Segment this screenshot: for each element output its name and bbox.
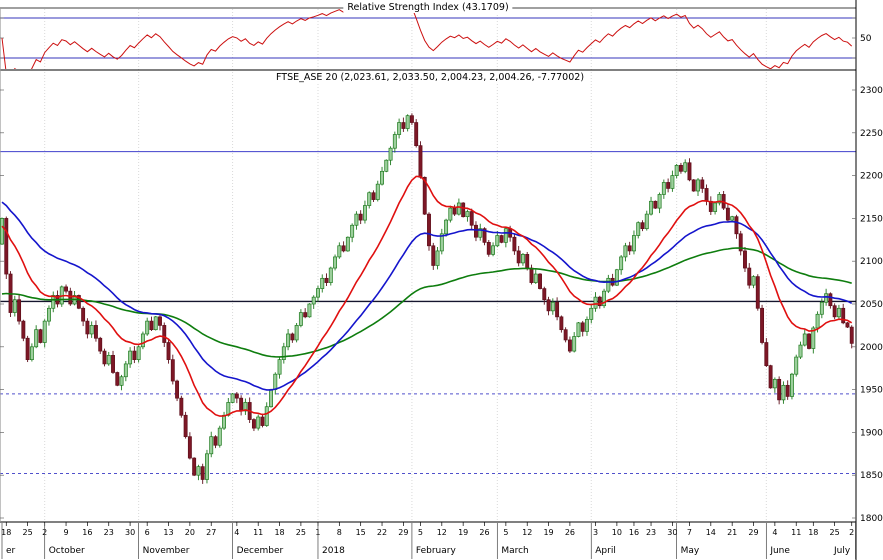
svg-text:22: 22 (377, 528, 387, 537)
svg-text:2000: 2000 (860, 343, 883, 353)
panel-frame (0, 0, 857, 560)
svg-text:30: 30 (125, 528, 135, 537)
svg-text:19: 19 (458, 528, 468, 537)
svg-text:4: 4 (772, 528, 777, 537)
svg-text:2050: 2050 (860, 300, 883, 310)
svg-text:er: er (6, 546, 16, 556)
svg-text:15: 15 (356, 528, 366, 537)
svg-text:2250: 2250 (860, 129, 883, 139)
svg-text:1950: 1950 (860, 386, 883, 396)
ma-slow-green (1, 247, 852, 358)
svg-text:2200: 2200 (860, 172, 883, 182)
svg-text:25: 25 (830, 528, 840, 537)
price-axis-labels: 2300 2250 2200 2150 2100 2050 2000 1950 1900 1850… (0, 86, 883, 524)
svg-text:4: 4 (234, 528, 239, 537)
svg-text:16: 16 (629, 528, 639, 537)
svg-text:50: 50 (860, 34, 872, 44)
svg-text:5: 5 (418, 528, 423, 537)
svg-text:7: 7 (687, 528, 692, 537)
svg-text:April: April (595, 546, 616, 556)
svg-text:2100: 2100 (860, 257, 883, 267)
svg-text:25: 25 (23, 528, 33, 537)
ma-fast-red (1, 175, 853, 417)
svg-text:1800: 1800 (860, 514, 883, 524)
svg-text:14: 14 (706, 528, 716, 537)
date-axis-month-labels: er October November December 2018 February Mar… (1, 523, 856, 559)
candles-layer (0, 113, 854, 484)
svg-text:May: May (681, 546, 700, 556)
svg-text:29: 29 (748, 528, 758, 537)
svg-text:27: 27 (206, 528, 216, 537)
svg-text:30: 30 (667, 528, 677, 537)
svg-text:11: 11 (253, 528, 263, 537)
month-gridlines (44, 9, 767, 521)
svg-text:26: 26 (479, 528, 489, 537)
svg-text:2018: 2018 (322, 546, 345, 556)
svg-text:18: 18 (808, 528, 818, 537)
svg-text:March: March (501, 546, 528, 556)
svg-text:June: June (769, 546, 790, 556)
svg-text:21: 21 (727, 528, 737, 537)
svg-text:8: 8 (337, 528, 342, 537)
svg-text:23: 23 (646, 528, 656, 537)
rsi-axis-labels: 50 (0, 17, 872, 59)
svg-text:13: 13 (163, 528, 173, 537)
svg-text:10: 10 (612, 528, 622, 537)
rsi-line (1, 9, 853, 69)
svg-text:1900: 1900 (860, 428, 883, 438)
rsi-indicator-title: Relative Strength Index (43.1709) (343, 2, 513, 13)
svg-text:20: 20 (185, 528, 195, 537)
svg-text:3: 3 (593, 528, 598, 537)
svg-text:18: 18 (1, 528, 11, 537)
date-axis-week-labels: 1825291623306132027411182518152229512192… (1, 522, 854, 537)
svg-text:18: 18 (274, 528, 284, 537)
svg-text:1850: 1850 (860, 471, 883, 481)
svg-text:12: 12 (522, 528, 532, 537)
svg-text:29: 29 (398, 528, 408, 537)
svg-text:6: 6 (145, 528, 150, 537)
svg-text:9: 9 (64, 528, 69, 537)
svg-text:July: July (833, 546, 851, 556)
svg-text:2150: 2150 (860, 214, 883, 224)
svg-text:11: 11 (791, 528, 801, 537)
svg-text:19: 19 (543, 528, 553, 537)
svg-text:25: 25 (296, 528, 306, 537)
svg-text:12: 12 (437, 528, 447, 537)
svg-text:October: October (49, 546, 85, 556)
svg-text:16: 16 (82, 528, 92, 537)
svg-text:2: 2 (849, 528, 854, 537)
svg-text:26: 26 (565, 528, 575, 537)
ma-mid-blue (1, 201, 853, 391)
price-level-lines (0, 151, 856, 474)
svg-text:December: December (237, 546, 284, 556)
instrument-quote-title: FTSE_ASE 20 (2,023.61, 2,033.50, 2,004.2… (271, 72, 589, 83)
svg-text:5: 5 (503, 528, 508, 537)
svg-text:February: February (416, 546, 457, 556)
svg-text:2300: 2300 (860, 86, 883, 96)
rsi-reference-lines (0, 17, 856, 59)
svg-text:23: 23 (104, 528, 114, 537)
svg-text:November: November (143, 546, 190, 556)
